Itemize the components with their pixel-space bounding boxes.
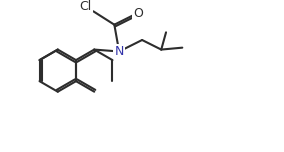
Text: N: N bbox=[114, 45, 124, 58]
Text: Cl: Cl bbox=[80, 0, 92, 13]
Text: O: O bbox=[133, 7, 143, 20]
